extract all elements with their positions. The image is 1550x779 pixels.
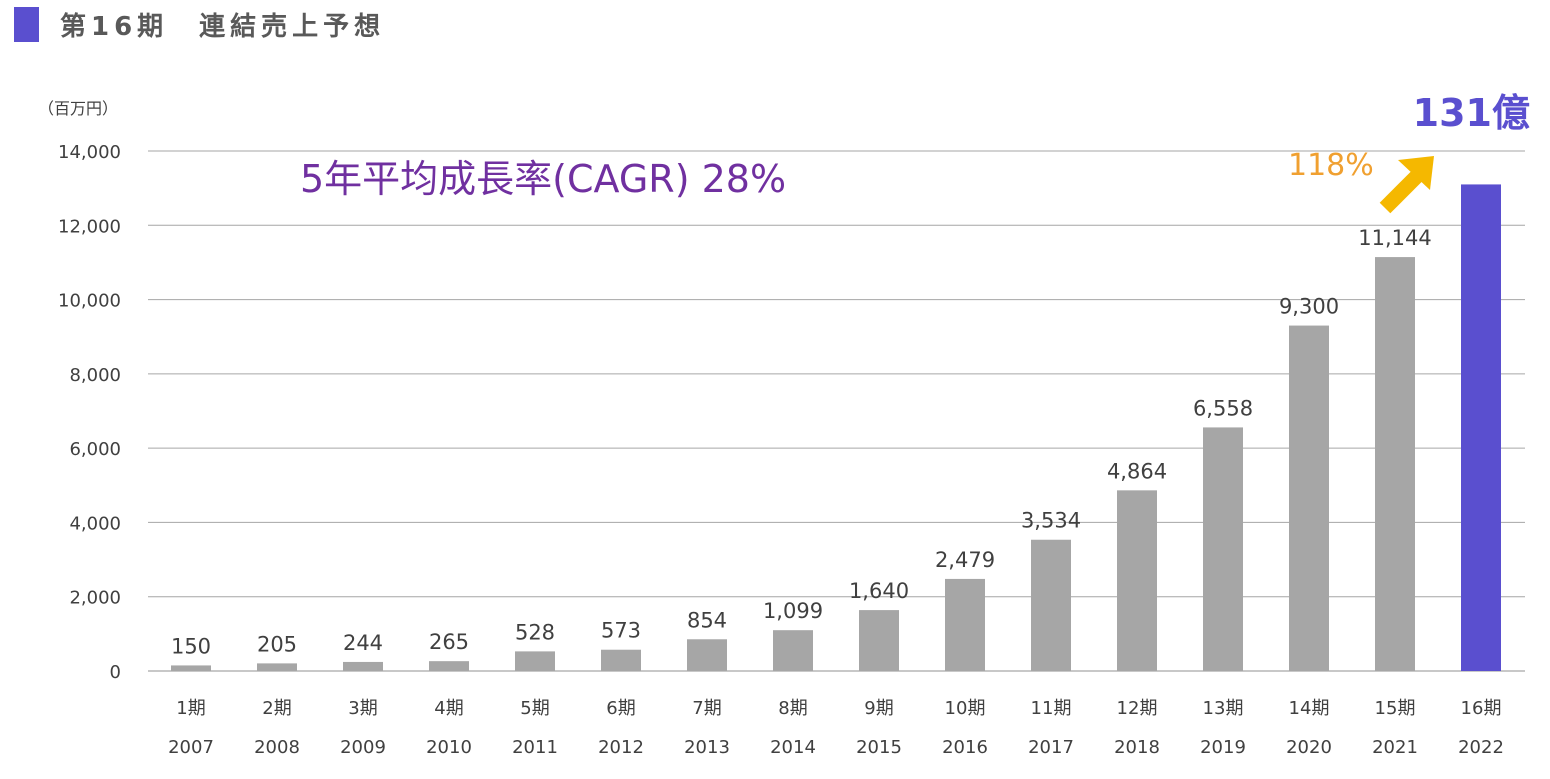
bar [1289, 325, 1329, 671]
bar [601, 649, 641, 671]
y-tick-label: 12,000 [58, 216, 121, 237]
x-tick-period: 1期 [176, 698, 205, 719]
bar [687, 639, 727, 671]
bar [773, 630, 813, 671]
bar [945, 578, 985, 671]
bar [257, 663, 297, 671]
data-label: 150 [171, 634, 211, 658]
x-tick-period: 12期 [1117, 698, 1158, 719]
x-tick-year: 2018 [1114, 737, 1160, 758]
x-tick-year: 2008 [254, 737, 300, 758]
bar [515, 651, 555, 671]
data-label: 205 [257, 632, 297, 656]
x-tick-year: 2017 [1028, 737, 1074, 758]
value-labels: 150 205 244 265 528 573 854 1,099 1,640 2,479 3,53… [171, 226, 1432, 658]
data-label: 11,144 [1358, 226, 1431, 250]
x-tick-period: 11期 [1031, 698, 1072, 719]
y-axis-ticks: 0 2,000 4,000 6,000 8,000 10,000 12,000 14,000 [58, 142, 121, 683]
data-label: 1,099 [763, 599, 823, 623]
bar [429, 661, 469, 671]
x-tick-period: 5期 [520, 698, 549, 719]
data-label: 244 [343, 631, 383, 655]
bars [171, 184, 1501, 671]
x-tick-year: 2020 [1286, 737, 1332, 758]
x-tick-year: 2012 [598, 737, 644, 758]
cagr-annotation: 5年平均成長率(CAGR) 28% [300, 157, 786, 201]
x-tick-year: 2011 [512, 737, 558, 758]
growth-arrow-icon [1379, 156, 1434, 214]
title-accent-bar [14, 7, 39, 42]
x-tick-year: 2009 [340, 737, 386, 758]
data-label: 573 [601, 619, 641, 643]
data-label: 1,640 [849, 579, 909, 603]
bar [859, 610, 899, 671]
x-tick-period: 8期 [778, 698, 807, 719]
y-tick-label: 10,000 [58, 291, 121, 312]
data-label: 6,558 [1193, 396, 1253, 420]
x-tick-year: 2021 [1372, 737, 1418, 758]
bar [1375, 257, 1415, 671]
y-tick-label: 2,000 [69, 588, 121, 609]
y-tick-label: 0 [110, 662, 121, 683]
x-tick-year: 2014 [770, 737, 816, 758]
y-tick-label: 14,000 [58, 142, 121, 163]
data-label: 9,300 [1279, 295, 1339, 319]
x-tick-period: 3期 [348, 698, 377, 719]
x-tick-period: 10期 [945, 698, 986, 719]
growth-annotation: 118% [1288, 148, 1374, 183]
bar [171, 665, 211, 671]
bar [1031, 539, 1071, 671]
y-unit-label: （百万円） [38, 99, 118, 118]
x-tick-year: 2022 [1458, 737, 1504, 758]
x-tick-year: 2016 [942, 737, 988, 758]
x-tick-year: 2007 [168, 737, 214, 758]
y-tick-label: 6,000 [69, 439, 121, 460]
data-label: 3,534 [1021, 509, 1081, 533]
x-tick-period: 9期 [864, 698, 893, 719]
x-tick-year: 2015 [856, 737, 902, 758]
data-label: 854 [687, 608, 727, 632]
x-tick-year: 2013 [684, 737, 730, 758]
y-tick-label: 4,000 [69, 513, 121, 534]
bar [343, 661, 383, 671]
x-tick-period: 2期 [262, 698, 291, 719]
x-tick-period: 14期 [1289, 698, 1330, 719]
bar-forecast [1461, 184, 1501, 671]
x-tick-period: 13期 [1203, 698, 1244, 719]
bar [1117, 490, 1157, 671]
data-label: 528 [515, 620, 555, 644]
forecast-annotation: 131億 [1413, 91, 1530, 135]
x-tick-period: 6期 [606, 698, 635, 719]
bar [1203, 427, 1243, 671]
page-title: 第16期 連結売上予想 [60, 12, 386, 42]
data-label: 265 [429, 630, 469, 654]
y-tick-label: 8,000 [69, 365, 121, 386]
data-label: 4,864 [1107, 459, 1167, 483]
x-tick-year: 2019 [1200, 737, 1246, 758]
x-tick-period: 16期 [1461, 698, 1502, 719]
data-label: 2,479 [935, 548, 995, 572]
x-tick-period: 4期 [434, 698, 463, 719]
x-tick-period: 15期 [1375, 698, 1416, 719]
x-tick-period: 7期 [692, 698, 721, 719]
x-axis-ticks: 1期 2007 2期 2008 3期 2009 4期 2010 5期 2011 6期 2012 7期 20… [168, 698, 1504, 758]
x-tick-year: 2010 [426, 737, 472, 758]
